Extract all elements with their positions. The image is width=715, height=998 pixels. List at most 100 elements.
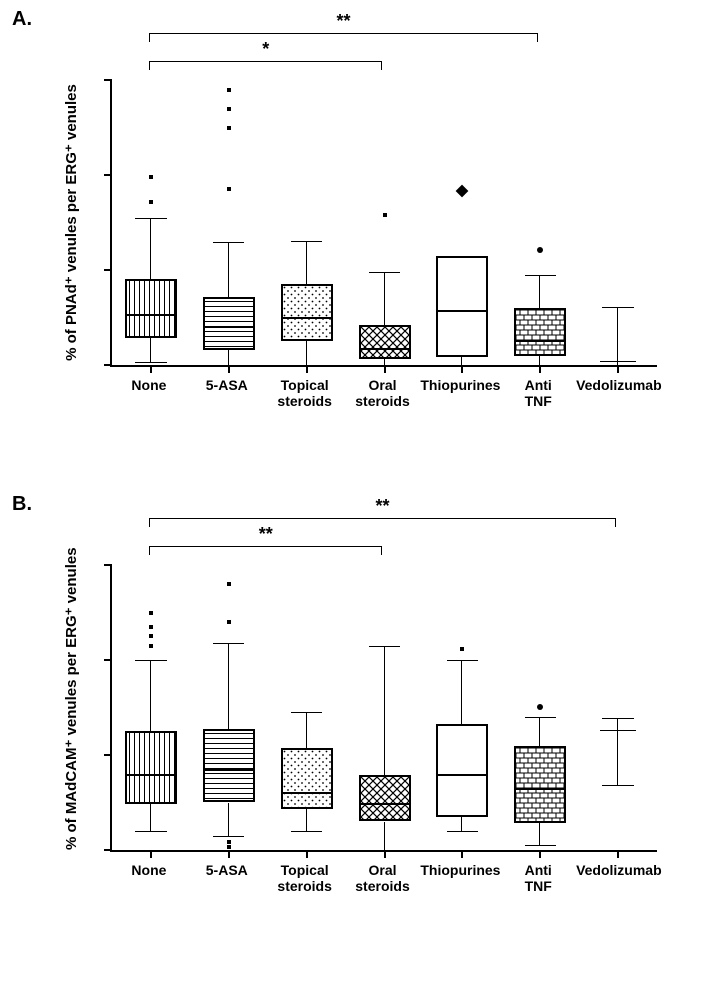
median-line	[281, 792, 333, 794]
x-category-label: Topical steroids	[265, 862, 345, 894]
x-tick	[306, 365, 308, 373]
significance-bracket	[149, 61, 383, 62]
whisker	[461, 817, 462, 831]
whisker	[150, 338, 151, 362]
outlier-point	[537, 247, 543, 253]
whisker	[150, 218, 151, 279]
outlier-point	[149, 625, 153, 629]
outlier-point	[149, 175, 153, 179]
outlier-point	[227, 126, 231, 130]
median-line	[359, 803, 411, 805]
whisker	[306, 241, 307, 285]
outlier-point	[227, 845, 231, 849]
whisker	[617, 718, 618, 785]
box-plot-box	[359, 325, 411, 359]
whisker-cap	[369, 272, 400, 273]
whisker	[150, 804, 151, 831]
y-tick-label: 30	[0, 557, 110, 574]
outlier-point	[227, 620, 231, 624]
x-tick	[617, 365, 619, 373]
y-tick-label: 10	[0, 747, 110, 764]
x-category-label: 5-ASA	[187, 862, 267, 878]
whisker	[461, 660, 462, 724]
outlier-point	[383, 213, 387, 217]
whisker-cap	[447, 365, 478, 366]
whisker	[384, 646, 385, 775]
outlier-point	[227, 840, 231, 844]
whisker	[617, 307, 618, 365]
median-line	[514, 340, 566, 342]
box-plot-box	[203, 297, 255, 350]
significance-label: **	[337, 11, 351, 32]
whisker-cap	[602, 307, 633, 308]
x-tick	[228, 850, 230, 858]
panelA-plot-area	[110, 80, 657, 367]
median-line	[436, 310, 488, 312]
whisker	[150, 660, 151, 731]
y-tick-label: 0	[0, 357, 110, 374]
whisker-cap	[525, 845, 556, 846]
whisker-cap	[135, 660, 166, 661]
significance-bracket	[149, 33, 538, 34]
y-tick-label: 20	[0, 652, 110, 669]
outlier-point	[227, 187, 231, 191]
outlier-point	[149, 644, 153, 648]
x-category-label: Topical steroids	[265, 377, 345, 409]
box-plot-box	[514, 308, 566, 356]
whisker	[228, 242, 229, 296]
whisker-cap	[447, 660, 478, 661]
median-line	[281, 317, 333, 319]
significance-label: *	[262, 39, 269, 60]
whisker	[228, 643, 229, 729]
whisker-cap	[369, 646, 400, 647]
whisker-cap	[135, 831, 166, 832]
whisker	[306, 712, 307, 748]
figure-page: A.0102030% of PNAd⁺ venules per ERG⁺ ven…	[0, 0, 715, 998]
x-tick	[461, 850, 463, 858]
whisker-cap	[602, 785, 633, 786]
significance-label: **	[375, 496, 389, 517]
box-plot-box	[203, 729, 255, 802]
whisker-cap	[291, 831, 322, 832]
median-line	[436, 774, 488, 776]
x-category-label: Oral steroids	[343, 862, 423, 894]
x-tick	[461, 365, 463, 373]
whisker-cap	[369, 850, 400, 851]
outlier-point	[227, 107, 231, 111]
outlier-point	[149, 634, 153, 638]
whisker	[306, 809, 307, 831]
x-category-label: Vedolizumab	[576, 862, 656, 878]
whisker-cap	[291, 241, 322, 242]
box-plot-box	[436, 724, 488, 817]
x-category-label: Thiopurines	[420, 377, 500, 393]
median-line	[125, 774, 177, 776]
whisker-cap	[291, 365, 322, 366]
panelA-label: A.	[12, 8, 32, 31]
whisker-cap	[525, 275, 556, 276]
whisker	[228, 803, 229, 836]
x-category-label: 5-ASA	[187, 377, 267, 393]
x-tick	[384, 365, 386, 373]
whisker-cap	[135, 218, 166, 219]
whisker	[306, 341, 307, 365]
y-tick-label: 30	[0, 72, 110, 89]
whisker	[539, 356, 540, 365]
outlier-point	[227, 88, 231, 92]
panelB-label: B.	[12, 493, 32, 516]
x-tick	[539, 850, 541, 858]
median-line	[514, 788, 566, 790]
panelB-plot-area	[110, 565, 657, 852]
x-tick	[150, 850, 152, 858]
box-plot-box	[281, 284, 333, 341]
outlier-point	[537, 704, 543, 710]
whisker-cap	[213, 643, 244, 644]
whisker	[384, 272, 385, 325]
y-tick-label: 20	[0, 167, 110, 184]
whisker	[228, 350, 229, 365]
x-tick	[228, 365, 230, 373]
whisker-cap	[135, 362, 166, 363]
significance-label: **	[259, 524, 273, 545]
outlier-point	[149, 200, 153, 204]
outlier-point	[149, 611, 153, 615]
whisker-cap	[369, 365, 400, 366]
